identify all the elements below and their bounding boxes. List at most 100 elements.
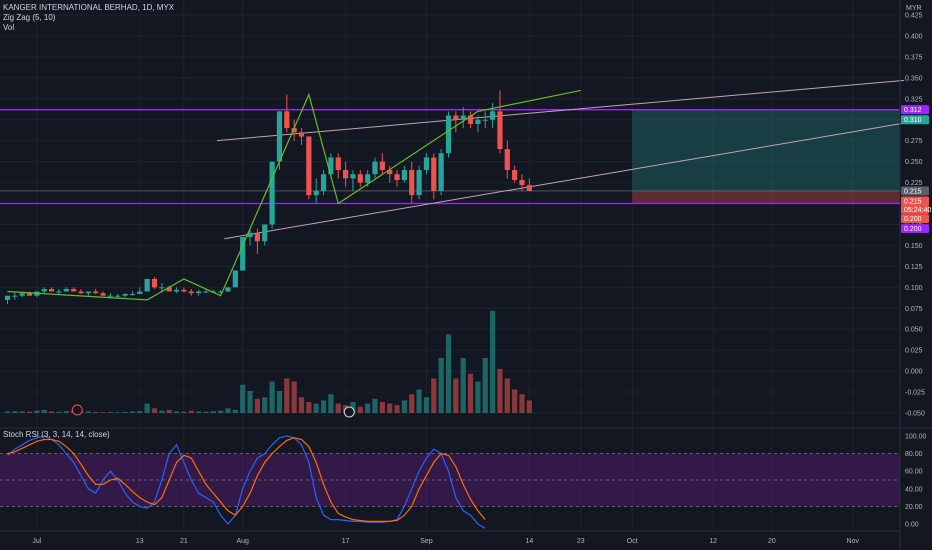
time-tick-label: 20 — [768, 538, 776, 545]
price-tick-label: 0.000 — [905, 369, 923, 376]
candle-body — [4, 295, 11, 300]
volume-bar — [203, 411, 209, 413]
volume-bar — [475, 381, 481, 413]
event-markers[interactable] — [71, 404, 355, 418]
candle-body — [262, 224, 268, 242]
volume-bar — [93, 412, 99, 413]
candle-body — [240, 237, 246, 271]
price-tick-label: 0.050 — [905, 327, 923, 334]
price-tick-label: 0.425 — [905, 13, 923, 20]
price-tick-label: 0.125 — [905, 264, 923, 271]
stoch-tick-label: 20.00 — [905, 504, 923, 511]
candle-body — [151, 278, 158, 288]
candle-body — [93, 291, 99, 294]
candle-body — [100, 293, 106, 296]
earnings-marker-icon[interactable] — [71, 404, 83, 416]
stoch-tick-label: 100.00 — [905, 434, 927, 441]
candle-body — [460, 115, 466, 120]
candle-body — [218, 291, 224, 293]
volume-bar — [115, 412, 121, 413]
candle-body — [445, 115, 452, 154]
candle-body — [335, 157, 341, 171]
long-position-tool[interactable] — [0, 109, 900, 204]
volume-bar — [181, 411, 187, 413]
volume-bar — [49, 411, 55, 413]
position-loss-zone[interactable] — [632, 190, 900, 204]
candle-body — [78, 291, 84, 294]
stoch-axis[interactable]: 100.00 80.00 60.00 40.00 20.00 0.00 — [905, 434, 927, 529]
price-tick-label: 0.250 — [905, 159, 923, 166]
volume-bar — [107, 412, 113, 413]
candle-body — [431, 157, 437, 191]
volume-bar — [218, 410, 224, 413]
stoch-rsi-legend[interactable]: Stoch RSI (3, 3, 14, 14, close) — [3, 430, 110, 439]
price-tick-label: -0.025 — [905, 390, 925, 397]
stoch-tick-label: 80.00 — [905, 451, 923, 458]
trend-lines[interactable] — [216, 79, 905, 240]
volume-bar — [144, 403, 150, 413]
chart-title: KANGER INTERNATIONAL BERHAD, 1D, MYX — [3, 3, 175, 12]
volume-bar — [232, 409, 238, 413]
trend-line[interactable] — [216, 79, 905, 142]
horizontal-levels[interactable] — [0, 109, 900, 205]
candle-body — [284, 111, 290, 129]
volume-bar — [519, 394, 525, 413]
candle-body — [519, 180, 525, 186]
time-tick-label: 17 — [342, 538, 350, 545]
candle-body — [416, 170, 422, 196]
earnings-marker-icon[interactable] — [343, 406, 355, 418]
volume-bar — [416, 389, 422, 413]
candle-body — [56, 291, 62, 293]
candle-body — [188, 291, 194, 294]
volume-bar — [460, 358, 466, 413]
volume-bars — [4, 310, 532, 413]
candle-body — [269, 161, 275, 225]
candle-body — [129, 294, 136, 296]
trend-line[interactable] — [224, 122, 905, 240]
currency-label[interactable]: MYR — [906, 5, 922, 12]
candle-body — [63, 288, 69, 292]
candle-body — [423, 157, 430, 171]
candle-body — [291, 128, 297, 133]
price-tick-label: 0.150 — [905, 243, 923, 250]
volume-bar — [445, 334, 452, 413]
zigzag-legend[interactable]: Zig Zag (5, 10) — [3, 13, 56, 22]
candle-body — [12, 295, 18, 297]
candle-body — [203, 291, 209, 293]
candle-body — [475, 119, 481, 124]
volume-bar — [401, 400, 407, 413]
volume-bar — [137, 411, 143, 413]
volume-bar — [313, 403, 319, 413]
volume-bar — [526, 400, 532, 413]
volume-legend[interactable]: Vol — [3, 23, 14, 32]
volume-bar — [129, 411, 136, 413]
candle-body — [71, 288, 77, 292]
price-tag-label: 0.200 — [904, 226, 922, 233]
price-tick-label: 0.325 — [905, 96, 923, 103]
candle-body — [19, 293, 25, 296]
volume-bar — [387, 403, 393, 413]
candle-body — [313, 190, 319, 196]
volume-bar — [12, 411, 18, 413]
candle-body — [504, 149, 510, 171]
volume-bar — [4, 411, 11, 413]
price-tag-bg — [901, 224, 929, 234]
time-axis[interactable]: 23Jul1321Aug17Sep1423Oct1220Nov16Dec — [0, 538, 932, 545]
stoch-d-line — [7, 437, 486, 522]
position-profit-zone[interactable] — [632, 109, 900, 191]
volume-bar — [512, 389, 518, 413]
candle-body — [467, 115, 474, 124]
candle-body — [254, 232, 260, 242]
volume-bar — [159, 410, 165, 413]
candle-body — [173, 289, 180, 292]
volume-bar — [100, 412, 106, 413]
stoch-tick-label: 60.00 — [905, 469, 923, 476]
candle-body — [166, 287, 172, 292]
time-tick-label: 23 — [577, 538, 585, 545]
candle-body — [394, 174, 400, 181]
volume-bar — [409, 394, 415, 413]
price-tick-label: 0.025 — [905, 348, 923, 355]
volume-bar — [225, 408, 231, 413]
candle-body — [512, 170, 518, 181]
